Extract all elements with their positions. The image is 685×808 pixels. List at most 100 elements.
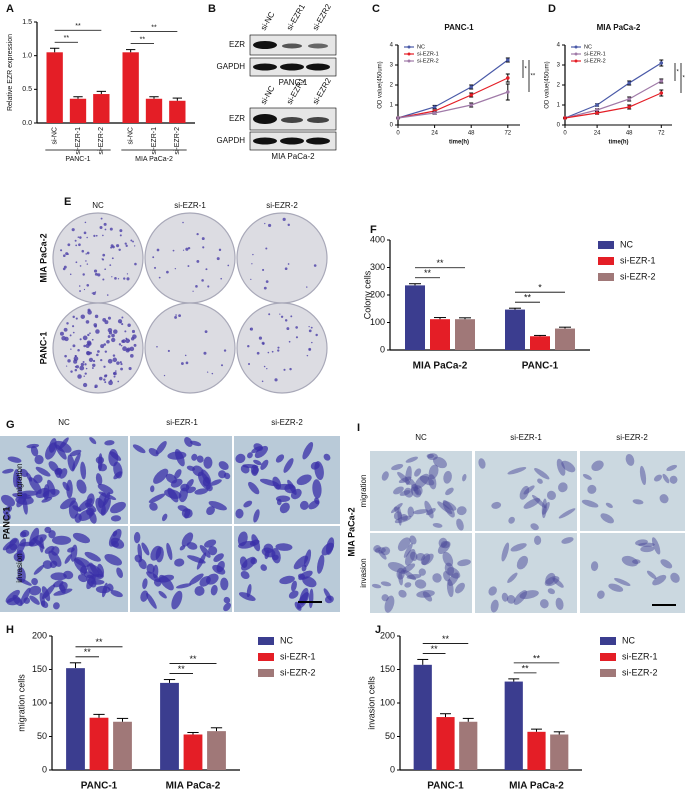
x-tick-label: PANC-1 [427, 781, 464, 792]
cell [204, 539, 217, 548]
cell [77, 574, 88, 583]
cell [398, 476, 412, 484]
cell [133, 531, 141, 544]
blot-band [282, 43, 302, 49]
y-tick-label: 150 [32, 664, 47, 674]
x-tick-label: 0 [396, 131, 400, 137]
colony-dot [77, 374, 82, 379]
colony-dot [126, 273, 129, 275]
row-label: GAPDH [217, 62, 246, 71]
colony-dot [195, 285, 198, 288]
legend-label: si-EZR-1 [620, 255, 656, 265]
colony-dot [122, 346, 127, 352]
cell [2, 468, 14, 474]
blot-band [308, 43, 328, 49]
cell [1, 494, 15, 507]
colony-dot [91, 292, 93, 294]
significance-label: ** [431, 644, 439, 654]
y-tick-label: 1 [390, 103, 394, 109]
colony-dot [182, 221, 184, 224]
cell [223, 596, 231, 604]
column-label: si-EZR-1 [510, 433, 542, 442]
colony-dot [266, 367, 268, 370]
cell [407, 506, 415, 518]
cell [55, 444, 67, 460]
colony-dot [187, 265, 190, 267]
cell [142, 578, 148, 590]
panel-label: C [372, 3, 380, 15]
colony-dot [118, 343, 122, 346]
cell [251, 466, 260, 475]
cell [110, 590, 123, 598]
significance-label: ** [189, 654, 197, 664]
cell [371, 583, 382, 589]
colony-dot [83, 231, 87, 235]
colony-dot [174, 268, 177, 270]
significance-label: ** [424, 268, 432, 278]
cell [279, 502, 290, 514]
plate-image [236, 212, 328, 304]
legend-marker [407, 45, 411, 49]
colony-dot [89, 332, 91, 335]
cell [84, 551, 101, 562]
cell [296, 474, 312, 486]
cell [78, 509, 94, 521]
colony-dot [67, 359, 71, 363]
colony-dot [125, 244, 128, 247]
blot-band [307, 117, 329, 123]
cell [111, 540, 119, 548]
point [659, 61, 664, 65]
cell [34, 455, 44, 465]
colony-dot [103, 365, 106, 368]
cell [414, 468, 422, 477]
cell [391, 464, 404, 471]
cell [196, 455, 204, 463]
cell [398, 589, 407, 598]
cell-line-label: PANC-1 [1, 507, 11, 540]
bar [436, 717, 455, 770]
cell [208, 546, 218, 556]
bar [145, 98, 163, 123]
colony-dot [93, 269, 98, 273]
colony-dot [306, 286, 308, 288]
point [627, 97, 631, 101]
colony-dot [120, 344, 123, 347]
colony-dot [113, 375, 116, 378]
colony-dot [85, 320, 90, 324]
cell [508, 516, 515, 524]
cell [16, 538, 26, 556]
significance-label: ** [95, 637, 103, 647]
cell [547, 588, 556, 595]
column-label: si-EZR-1 [166, 418, 198, 427]
colony-dot [207, 285, 210, 288]
cell [516, 555, 529, 570]
colony-dot [106, 340, 110, 344]
colony-dot [63, 265, 67, 269]
cell [294, 601, 302, 611]
x-tick-label: 48 [626, 131, 633, 137]
cell [28, 477, 42, 494]
cell [223, 472, 231, 480]
significance-label: ** [522, 663, 530, 673]
legend-label: si-EZR-2 [417, 58, 439, 64]
cell [16, 577, 32, 586]
cell [174, 448, 185, 467]
x-tick-label: si-EZR-2 [98, 127, 105, 155]
cell [597, 590, 605, 599]
colony-dot [124, 242, 127, 245]
x-tick-label: 48 [468, 131, 475, 137]
cell [250, 557, 258, 565]
colony-dot [196, 259, 200, 263]
colony-dot [62, 254, 66, 257]
bar [455, 319, 475, 350]
x-axis-label: time(h) [449, 140, 469, 146]
cell [174, 469, 182, 479]
cell [393, 486, 404, 495]
colony-dot [95, 329, 100, 334]
colony-dot [79, 236, 82, 239]
bar [459, 721, 478, 770]
colony-dot [67, 253, 69, 255]
colony-dot [130, 354, 134, 358]
colony-dot [78, 285, 81, 287]
